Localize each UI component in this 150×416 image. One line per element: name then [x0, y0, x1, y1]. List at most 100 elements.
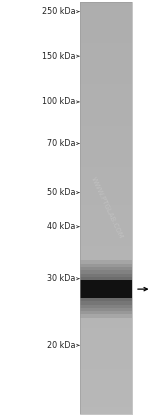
Bar	[80, 242, 132, 246]
Bar	[80, 262, 132, 266]
Bar	[80, 221, 132, 225]
Bar	[80, 122, 132, 126]
Bar	[80, 84, 132, 88]
Bar	[80, 108, 132, 112]
Bar	[80, 287, 132, 290]
Bar	[80, 81, 132, 84]
Bar	[80, 67, 132, 71]
Bar	[80, 166, 132, 170]
Bar	[80, 70, 132, 74]
Bar	[80, 129, 132, 132]
Text: WWW.PTGLAB.COM: WWW.PTGLAB.COM	[89, 176, 124, 240]
Bar	[80, 8, 132, 12]
Text: 100 kDa: 100 kDa	[42, 97, 76, 106]
Bar	[80, 324, 132, 328]
Bar	[80, 194, 132, 198]
Text: 50 kDa: 50 kDa	[47, 188, 76, 197]
Bar	[80, 2, 132, 5]
Bar	[80, 355, 132, 359]
Bar	[80, 331, 132, 335]
Bar	[80, 304, 132, 307]
Bar	[80, 314, 132, 318]
Bar	[80, 366, 132, 369]
Bar	[80, 300, 132, 304]
Bar	[80, 118, 132, 122]
Bar	[80, 77, 132, 81]
Bar	[80, 270, 132, 273]
Bar	[80, 359, 132, 362]
Bar	[80, 264, 132, 314]
Bar	[80, 362, 132, 366]
Bar	[80, 159, 132, 163]
Text: 150 kDa: 150 kDa	[42, 52, 76, 61]
Bar	[80, 146, 132, 150]
Bar	[80, 338, 132, 342]
Bar	[80, 267, 132, 311]
Bar	[80, 235, 132, 239]
Bar	[80, 98, 132, 102]
Bar	[80, 60, 132, 64]
Bar	[80, 94, 132, 98]
Bar	[80, 396, 132, 400]
Bar	[80, 389, 132, 394]
Bar	[80, 232, 132, 235]
Bar	[80, 317, 132, 321]
Bar	[80, 125, 132, 129]
Bar	[80, 228, 132, 232]
Bar	[80, 5, 132, 9]
Bar	[80, 132, 132, 136]
Bar	[80, 197, 132, 201]
Bar	[80, 403, 132, 407]
Bar	[80, 283, 132, 287]
Bar	[80, 40, 132, 43]
Text: 20 kDa: 20 kDa	[47, 341, 76, 350]
Bar	[80, 255, 132, 260]
Bar	[80, 245, 132, 249]
Bar	[80, 321, 132, 324]
Bar	[80, 149, 132, 153]
Bar	[80, 238, 132, 242]
Bar	[80, 277, 132, 301]
Bar	[80, 345, 132, 349]
Bar	[80, 310, 132, 314]
Bar	[80, 290, 132, 294]
Bar	[80, 180, 132, 184]
Bar	[80, 393, 132, 397]
Text: 30 kDa: 30 kDa	[47, 274, 76, 283]
Bar	[80, 74, 132, 77]
Bar	[80, 328, 132, 332]
Bar	[80, 400, 132, 404]
Bar	[80, 342, 132, 345]
Bar	[80, 12, 132, 16]
Bar	[80, 372, 132, 376]
Bar	[80, 153, 132, 156]
Bar	[80, 26, 132, 30]
Bar	[80, 225, 132, 228]
Bar	[80, 63, 132, 67]
Bar	[80, 156, 132, 160]
Bar	[80, 163, 132, 167]
Bar	[80, 259, 132, 263]
Bar	[80, 19, 132, 22]
Bar	[80, 87, 132, 92]
Bar	[80, 307, 132, 311]
Bar	[80, 273, 132, 277]
Bar	[80, 139, 132, 143]
Bar	[80, 170, 132, 174]
Bar	[80, 29, 132, 33]
Bar	[80, 208, 132, 211]
Bar	[80, 201, 132, 205]
Bar	[80, 115, 132, 119]
Bar	[80, 36, 132, 40]
Bar	[80, 101, 132, 105]
Bar	[80, 274, 132, 305]
Bar	[80, 111, 132, 115]
Bar	[80, 53, 132, 57]
Bar	[80, 249, 132, 253]
Bar	[80, 173, 132, 177]
Bar	[80, 293, 132, 297]
Bar	[80, 352, 132, 356]
Bar	[80, 407, 132, 411]
Bar	[80, 348, 132, 352]
Bar	[80, 136, 132, 139]
